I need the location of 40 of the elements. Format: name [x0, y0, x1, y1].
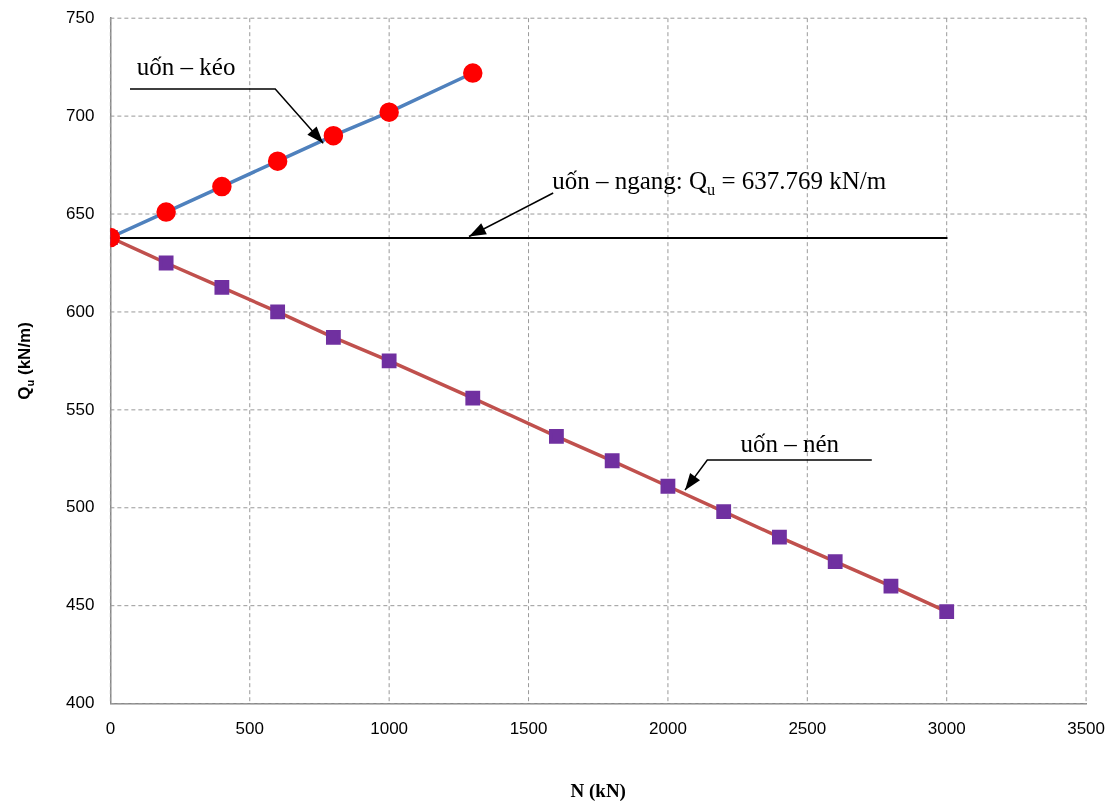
x-axis-title: N (kN) [570, 780, 626, 802]
point [323, 125, 344, 146]
point [325, 329, 341, 345]
x-tick-label: 3000 [927, 719, 966, 739]
y-axis-title: Qu (kN/m) [15, 322, 37, 400]
point [463, 63, 483, 83]
point [549, 428, 564, 444]
x-tick-label: 1000 [370, 719, 409, 739]
point [212, 176, 232, 197]
y-tick-label: 450 [65, 595, 95, 615]
y-tick-label: 600 [65, 301, 95, 321]
point [772, 529, 787, 545]
x-tick-label: 500 [235, 719, 264, 739]
point [939, 604, 955, 619]
point [381, 353, 397, 369]
point [827, 554, 843, 570]
y-tick-label: 750 [65, 7, 95, 27]
text: uốn – nén [740, 430, 840, 458]
point [158, 255, 174, 271]
x-tick-label: 1500 [509, 719, 548, 739]
y-tick-label: 400 [65, 693, 95, 713]
point [604, 453, 620, 469]
point [883, 578, 899, 594]
y-tick-label: 650 [65, 203, 95, 223]
y-tick-label: 550 [65, 399, 95, 419]
point [379, 102, 399, 122]
point [156, 202, 176, 222]
text: uốn – kéo [136, 52, 236, 80]
x-tick-label: 0 [105, 719, 116, 739]
point [270, 304, 286, 320]
point [716, 504, 732, 520]
point [660, 478, 676, 494]
y-tick-label: 500 [65, 497, 95, 517]
point [214, 280, 230, 295]
x-tick-label: 2500 [788, 719, 827, 739]
point [465, 390, 481, 406]
y-tick-label: 700 [65, 105, 95, 125]
x-tick-label: 3500 [1067, 719, 1105, 739]
point [267, 151, 288, 171]
x-tick-label: 2000 [649, 719, 687, 739]
